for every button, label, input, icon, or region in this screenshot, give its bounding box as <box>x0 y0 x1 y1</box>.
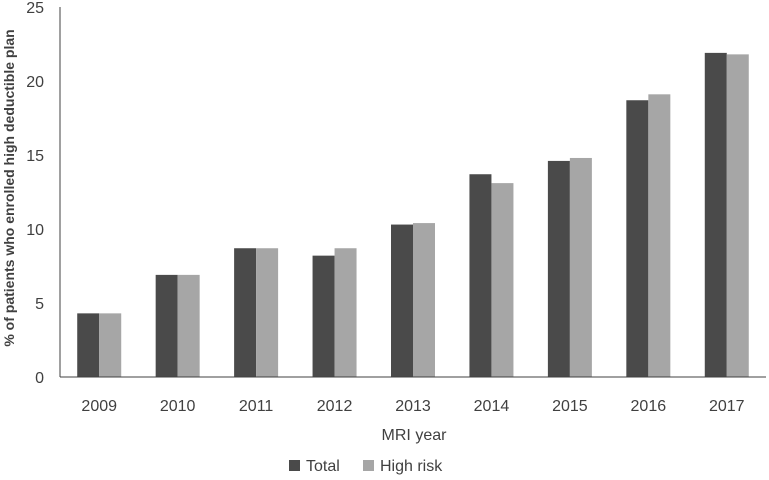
x-tick-label: 2013 <box>395 398 431 415</box>
bar-total-2012 <box>312 255 335 377</box>
x-tick-label: 2015 <box>552 398 588 415</box>
y-tick-label: 5 <box>35 296 44 313</box>
y-tick-label: 25 <box>26 0 44 17</box>
bars <box>77 52 749 378</box>
bar-high-risk-2015 <box>569 157 592 377</box>
bar-high-risk-2014 <box>491 183 514 377</box>
x-axis-title: MRI year <box>382 427 448 444</box>
y-tick-label: 15 <box>26 148 44 165</box>
bar-high-risk-2010 <box>177 274 200 377</box>
x-tick-label: 2014 <box>474 398 510 415</box>
bar-total-2011 <box>234 248 257 377</box>
bar-total-2010 <box>155 274 178 377</box>
bar-high-risk-2013 <box>413 223 435 377</box>
y-axis-title: % of patients who enrolled high deductib… <box>1 29 17 346</box>
x-axis-ticks: 2009 2010 2011 2012 2013 2014 2015 2016 2017 <box>81 398 744 415</box>
bar-total-2016 <box>626 100 649 378</box>
legend-swatch-total <box>289 460 300 471</box>
legend-label: High risk <box>380 458 443 475</box>
bar-high-risk-2012 <box>334 248 357 377</box>
legend: Total High risk <box>289 458 443 475</box>
x-tick-label: 2012 <box>317 398 353 415</box>
bar-high-risk-2009 <box>99 313 122 377</box>
bar-total-2013 <box>391 224 413 377</box>
legend-label: Total <box>306 458 340 475</box>
bar-total-2009 <box>77 313 100 377</box>
bar-total-2015 <box>547 160 570 377</box>
y-tick-label: 20 <box>26 74 44 91</box>
y-tick-label: 10 <box>26 222 44 239</box>
bar-high-risk-2017 <box>726 54 749 378</box>
x-tick-label: 2016 <box>631 398 667 415</box>
y-tick-label: 0 <box>35 370 44 387</box>
x-tick-label: 2009 <box>81 398 117 415</box>
x-tick-label: 2011 <box>239 398 274 415</box>
x-tick-label: 2010 <box>160 398 196 415</box>
x-tick-label: 2017 <box>709 398 745 415</box>
bar-high-risk-2016 <box>648 94 671 377</box>
bar-total-2017 <box>704 52 727 377</box>
y-axis-ticks: 0 5 10 15 20 25 <box>26 0 44 387</box>
bar-high-risk-2011 <box>256 248 279 377</box>
legend-swatch-high-risk <box>363 460 374 471</box>
bar-total-2014 <box>469 174 492 377</box>
